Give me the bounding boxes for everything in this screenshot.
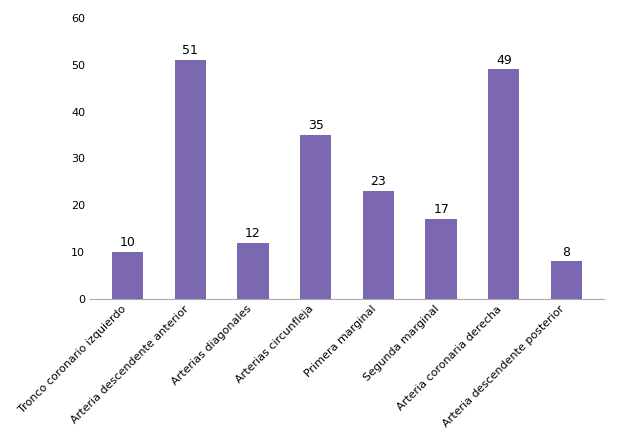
Bar: [300, 135, 331, 299]
Bar: [551, 261, 582, 299]
Text: 10: 10: [120, 236, 135, 249]
Text: 35: 35: [308, 119, 324, 132]
Text: 8: 8: [562, 245, 570, 259]
Bar: [488, 70, 520, 299]
Bar: [112, 252, 143, 299]
Text: 23: 23: [371, 175, 386, 188]
Bar: [237, 243, 269, 299]
Bar: [175, 60, 206, 299]
Bar: [425, 219, 457, 299]
Text: 12: 12: [245, 227, 261, 240]
Text: 17: 17: [433, 203, 449, 217]
Text: 49: 49: [496, 54, 512, 66]
Bar: [363, 191, 394, 299]
Text: 51: 51: [182, 44, 198, 57]
